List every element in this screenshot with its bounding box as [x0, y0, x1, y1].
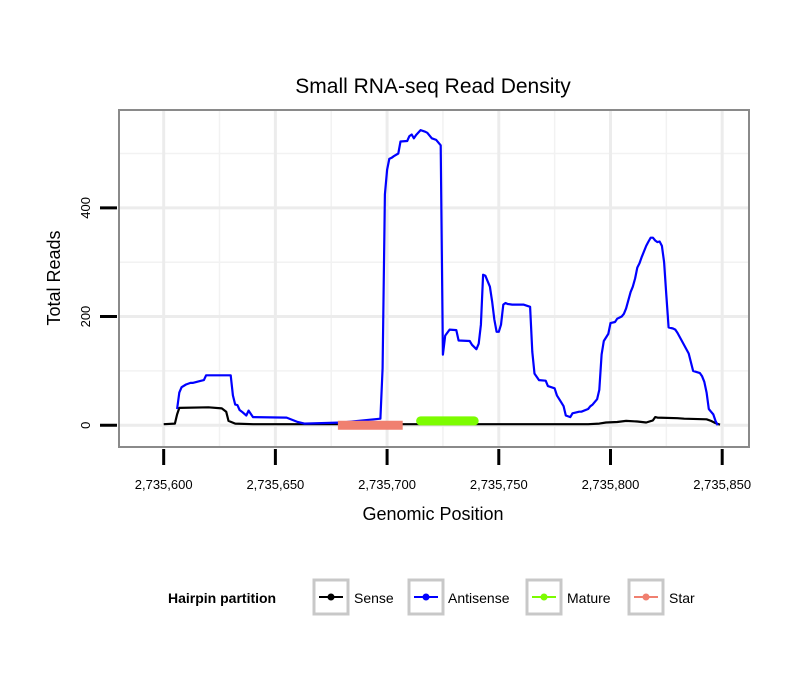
legend-key-point-antisense: [422, 593, 430, 601]
x-tick-label: 2,735,800: [582, 477, 640, 492]
y-tick-label: 0: [78, 422, 93, 429]
y-axis-title: Total Reads: [44, 230, 64, 325]
y-tick-label: 400: [78, 197, 93, 219]
series-line-antisense: [176, 129, 719, 426]
x-tick-label: 2,735,850: [693, 477, 751, 492]
legend-key-point-sense: [327, 593, 335, 601]
legend: Hairpin partition Sense Antisense Mature St…: [168, 578, 695, 616]
y-axis: 0 200 400: [78, 197, 117, 429]
legend-label-star: Star: [669, 590, 695, 606]
plot-border: [118, 109, 750, 448]
y-tick-label: 200: [78, 306, 93, 328]
series-layer: [163, 129, 721, 430]
legend-title: Hairpin partition: [168, 590, 276, 606]
chart-title: Small RNA-seq Read Density: [295, 75, 571, 98]
legend-key-point-mature: [540, 593, 548, 601]
legend-label-antisense: Antisense: [448, 590, 510, 606]
legend-key-point-star: [642, 593, 650, 601]
legend-label-mature: Mature: [567, 590, 611, 606]
x-tick-label: 2,735,650: [246, 477, 304, 492]
x-tick-label: 2,735,750: [470, 477, 528, 492]
x-tick-label: 2,735,600: [135, 477, 193, 492]
series-line-sense: [163, 406, 721, 426]
legend-entries: Sense Antisense Mature Star: [312, 578, 695, 616]
x-tick-label: 2,735,700: [358, 477, 416, 492]
legend-label-sense: Sense: [354, 590, 394, 606]
x-axis: 2,735,600 2,735,650 2,735,700 2,735,750 2,73…: [135, 449, 751, 492]
x-axis-title: Genomic Position: [362, 504, 503, 524]
